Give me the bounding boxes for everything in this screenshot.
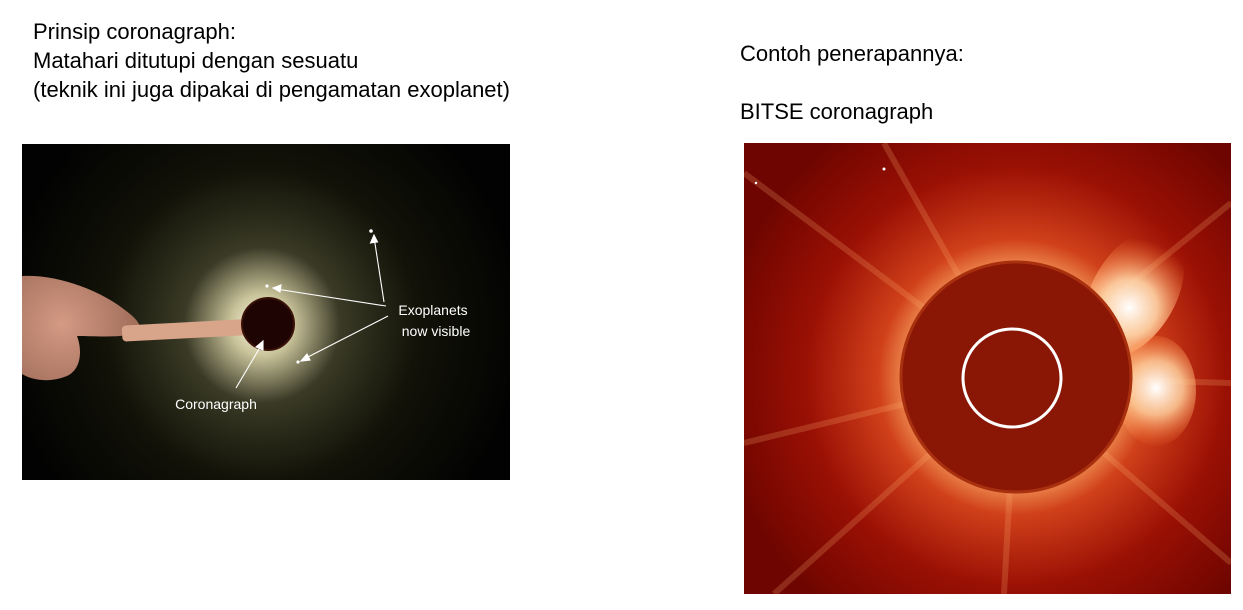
exoplanet-dot: [369, 229, 373, 233]
hand: [22, 275, 140, 381]
coronagraph-principle-illustration: Exoplanets now visible Coronagraph: [22, 144, 510, 480]
example-caption: BITSE coronagraph: [740, 99, 934, 124]
spacer: [740, 68, 964, 97]
exoplanets-label: now visible: [402, 323, 471, 339]
occulter-edge: [899, 260, 1133, 494]
example-heading: Contoh penerapannya:: [740, 41, 964, 66]
occulting-disk: [241, 297, 295, 351]
exoplanet-dot: [296, 360, 300, 364]
bitse-coronagraph-figure: [744, 143, 1231, 594]
occulter-disk: [901, 262, 1131, 492]
coronagraph-label: Coronagraph: [175, 396, 257, 412]
annotation-arrows: [235, 233, 389, 389]
exoplanets-label: Exoplanets: [398, 302, 467, 318]
stick: [121, 318, 271, 342]
intro-line: (teknik ini juga dipakai di pengamatan e…: [33, 77, 510, 102]
intro-line: Matahari ditutupi dengan sesuatu: [33, 48, 359, 73]
exoplanet-dot: [265, 284, 269, 288]
star-dot: [882, 167, 886, 171]
coronagraph-principle-figure: Exoplanets now visible Coronagraph: [22, 144, 510, 480]
intro-heading: Prinsip coronagraph:: [33, 19, 237, 44]
intro-text-block: Prinsip coronagraph: Matahari ditutupi d…: [33, 17, 510, 104]
example-text-block: Contoh penerapannya: BITSE coronagraph: [740, 39, 964, 126]
solar-corona-image: [744, 143, 1231, 594]
cme-bright-feature: [1116, 336, 1196, 446]
star-dot: [754, 181, 758, 185]
solar-limb-ring: [961, 327, 1063, 429]
